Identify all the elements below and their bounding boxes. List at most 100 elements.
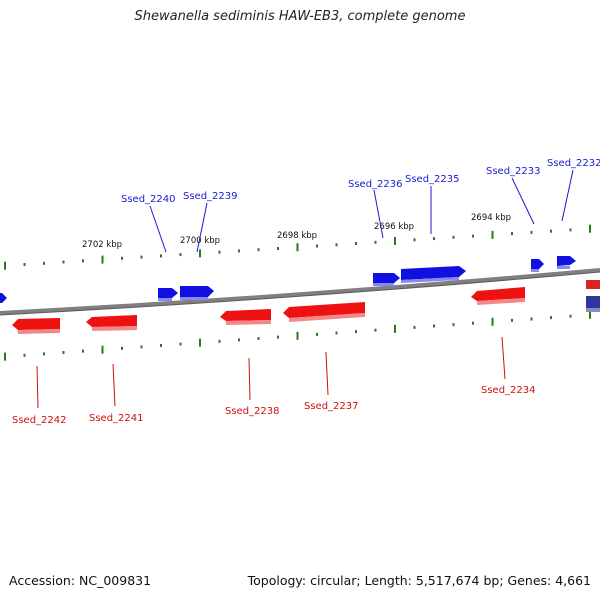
gene-ssed-2242[interactable] [12, 318, 60, 334]
gene-label-ssed-2240[interactable]: Ssed_2240 [121, 194, 176, 205]
scale-tick-minor [277, 247, 279, 250]
scale-tick-minor [316, 332, 318, 336]
scale-tick-minor [82, 259, 84, 263]
scale-tick-major [199, 338, 201, 347]
scale-tick-minor [257, 248, 260, 252]
scale-tick-minor [238, 338, 240, 342]
scale-tick-minor [121, 346, 123, 350]
gene-forward-offscreen-right[interactable] [586, 280, 600, 312]
scale-tick-minor [569, 228, 572, 232]
scale-tick-minor [550, 229, 552, 233]
genome-backbone-shade [0, 271, 600, 316]
scale-tick-minor [452, 235, 455, 239]
gene-forward-offscreen-left[interactable] [0, 293, 7, 303]
scale-tick-minor [335, 331, 338, 335]
gene-ssed-2235[interactable] [401, 266, 466, 283]
scale-tick-minor [530, 317, 533, 321]
gene-ssed-2233[interactable] [531, 259, 544, 272]
scale-tick-minor [511, 318, 513, 322]
scale-tick-major [589, 310, 591, 319]
scale-tick-major [394, 237, 396, 245]
gene-label-ssed-2232[interactable]: Ssed_2232 [547, 158, 600, 169]
scale-tick-minor [218, 250, 221, 254]
scale-tick-major [4, 352, 6, 361]
gene-label-ssed-2238[interactable]: Ssed_2238 [225, 406, 280, 417]
map-title: Shewanella sediminis HAW-EB3, complete g… [134, 9, 466, 24]
scale-ticks-upper [4, 224, 591, 270]
scale-tick-minor [433, 324, 435, 328]
scale-label-2698: 2698 kbp [277, 231, 317, 241]
gene-ssed-2240[interactable] [158, 288, 178, 301]
scale-tick-minor [550, 316, 552, 320]
scale-tick-major [101, 255, 104, 264]
scale-tick-minor [316, 244, 318, 248]
scale-tick-minor [374, 240, 377, 244]
scale-tick-minor [121, 256, 123, 260]
gene-ssed-2241[interactable] [86, 315, 137, 331]
scale-tick-minor [472, 234, 474, 238]
genome-summary-text: Topology: circular; Length: 5,517,674 bp… [247, 573, 591, 588]
scale-tick-minor [433, 237, 435, 241]
scale-label-2702: 2702 kbp [82, 240, 122, 250]
gene-label-ssed-2236[interactable]: Ssed_2236 [348, 179, 403, 190]
scale-tick-major [4, 261, 6, 270]
scale-tick-minor [511, 232, 513, 236]
gene-ssed-2234[interactable] [471, 287, 525, 305]
gene-ssed-2236[interactable] [373, 273, 400, 286]
gene-label-ssed-2242[interactable]: Ssed_2242 [12, 415, 67, 426]
gene-label-ssed-2239[interactable]: Ssed_2239 [183, 191, 238, 202]
gene-ssed-2237[interactable] [283, 302, 365, 322]
scale-tick-major [296, 331, 299, 340]
scale-tick-major [491, 230, 494, 239]
scale-tick-minor [160, 344, 162, 347]
scale-tick-major [101, 345, 104, 354]
scale-tick-minor [413, 238, 416, 242]
forward-label-leaders [149, 169, 574, 253]
scale-tick-minor [179, 342, 182, 346]
scale-tick-minor [62, 351, 65, 354]
gene-label-ssed-2233[interactable]: Ssed_2233 [486, 166, 541, 177]
scale-tick-minor [530, 230, 533, 234]
scale-tick-minor [218, 339, 221, 343]
scale-tick-minor [413, 325, 416, 329]
scale-tick-minor [23, 263, 26, 266]
scale-tick-minor [355, 330, 357, 334]
scale-tick-minor [355, 242, 357, 245]
scale-tick-major [199, 249, 201, 258]
scale-tick-minor [23, 353, 26, 357]
gene-ssed-2232[interactable] [557, 256, 576, 269]
accession-text: Accession: NC_009831 [9, 573, 152, 588]
scale-tick-major [394, 324, 396, 333]
gene-label-ssed-2235[interactable]: Ssed_2235 [405, 174, 460, 185]
scale-tick-minor [569, 314, 572, 318]
scale-tick-major [589, 224, 591, 233]
reverse-label-leaders [36, 336, 506, 409]
scale-tick-minor [452, 323, 455, 327]
gene-label-ssed-2237[interactable]: Ssed_2237 [304, 401, 359, 412]
scale-tick-major [491, 317, 494, 326]
scale-tick-minor [82, 349, 84, 353]
scale-tick-minor [374, 328, 377, 332]
scale-tick-minor [140, 255, 143, 259]
scale-tick-minor [472, 321, 474, 325]
gene-ssed-2238[interactable] [220, 309, 271, 325]
scale-tick-minor [179, 253, 182, 257]
scale-label-2696: 2696 kbp [374, 222, 414, 232]
scale-ticks-lower [4, 310, 591, 361]
scale-label-2694: 2694 kbp [471, 213, 511, 223]
scale-tick-minor [160, 254, 162, 258]
scale-tick-minor [140, 345, 143, 349]
gene-label-ssed-2241[interactable]: Ssed_2241 [89, 413, 144, 424]
gene-label-ssed-2234[interactable]: Ssed_2234 [481, 385, 536, 396]
genome-backbone [0, 268, 600, 315]
scale-tick-minor [43, 261, 45, 265]
scale-tick-minor [62, 260, 65, 264]
gene-ssed-2239[interactable] [180, 286, 214, 300]
scale-tick-minor [335, 243, 338, 247]
scale-tick-minor [257, 337, 260, 340]
scale-tick-major [296, 243, 299, 252]
scale-tick-minor [238, 249, 240, 253]
scale-tick-minor [43, 352, 45, 356]
